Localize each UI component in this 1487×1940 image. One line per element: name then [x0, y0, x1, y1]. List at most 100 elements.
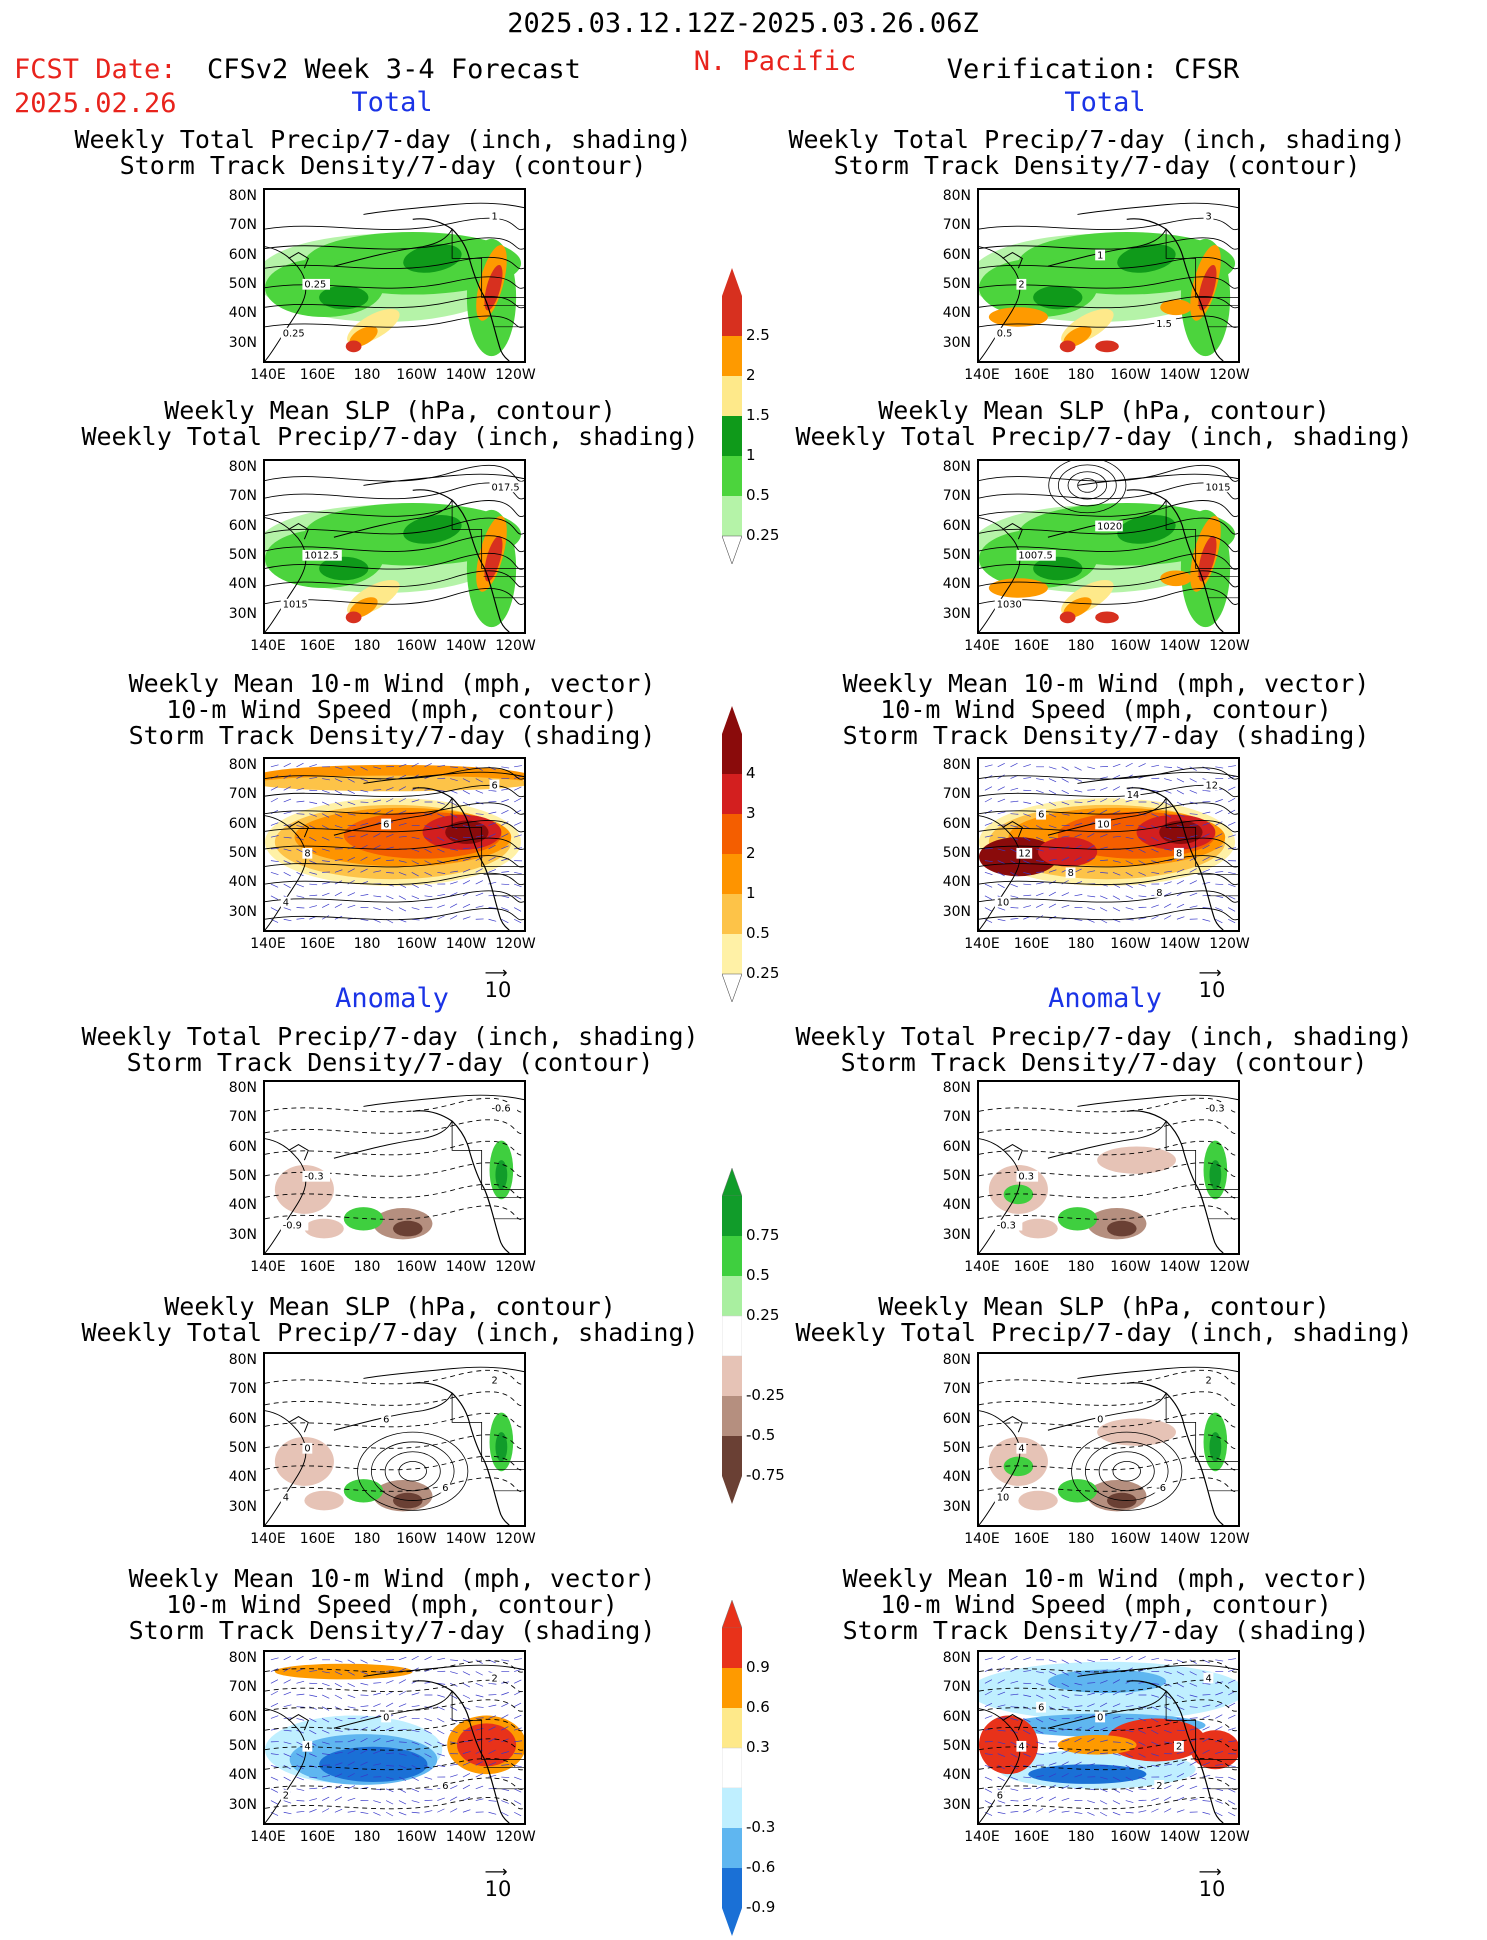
title-line-3: Storm Track Density/7-day (shading) — [129, 723, 656, 749]
lon-label: 180 — [1068, 1259, 1095, 1275]
title-line-2: 10-m Wind Speed (mph, contour) — [843, 697, 1370, 723]
title-line-2: 10-m Wind Speed (mph, contour) — [129, 1592, 656, 1618]
colorbar-storm-total — [722, 706, 742, 1006]
title-line-3: Storm Track Density/7-day (shading) — [129, 1618, 656, 1644]
lon-label: 120W — [495, 367, 536, 383]
contour-label: 2 — [492, 1375, 498, 1386]
title-line-3: Storm Track Density/7-day (shading) — [843, 723, 1370, 749]
lat-label: 50N — [931, 1738, 971, 1754]
lat-label: 60N — [931, 518, 971, 534]
lon-label: 140W — [446, 936, 487, 952]
contour-label: 1.5 — [1156, 319, 1172, 330]
panel-title-r1-right: Weekly Total Precip/7-day (inch, shading… — [788, 127, 1405, 179]
title-line-2: Storm Track Density/7-day (contour) — [74, 153, 691, 179]
colorbar-precip-anomaly — [722, 1168, 742, 1508]
contour-label: 6 — [442, 1781, 448, 1792]
lat-label: 50N — [217, 845, 257, 861]
lon-label: 120W — [1209, 1829, 1250, 1845]
lon-label: 120W — [1209, 936, 1250, 952]
title-line-2: 10-m Wind Speed (mph, contour) — [843, 1592, 1370, 1618]
contour-label: 4 — [304, 1742, 310, 1753]
contour-label: 10 — [997, 1493, 1010, 1504]
lon-label: 140W — [446, 638, 487, 654]
contour-label: 14 — [1127, 790, 1140, 801]
colorbar-label: -0.6 — [746, 1858, 775, 1876]
lon-label: 160W — [396, 1829, 437, 1845]
lon-label: 120W — [495, 638, 536, 654]
title-line-1: Weekly Mean SLP (hPa, contour) — [795, 1294, 1412, 1320]
title-line-2: Weekly Total Precip/7-day (inch, shading… — [81, 424, 698, 450]
colorbar-label: 2.5 — [746, 326, 770, 344]
lat-label: 80N — [217, 1650, 257, 1666]
contour-label: 8 — [1156, 888, 1162, 899]
map-plot: -0.9-0.6-0.3 — [265, 1082, 524, 1253]
lon-label: 120W — [495, 1829, 536, 1845]
lon-label: 120W — [495, 1259, 536, 1275]
vector-reference-value: 10 — [1199, 978, 1226, 1002]
lon-label: 160E — [1014, 1259, 1050, 1275]
lat-label: 50N — [217, 1738, 257, 1754]
panel-title-r4-right: Weekly Total Precip/7-day (inch, shading… — [795, 1024, 1412, 1076]
lon-label: 140E — [250, 936, 286, 952]
contour-label: -6 — [1156, 1483, 1166, 1494]
contour-label: 0.25 — [283, 329, 305, 340]
lon-label: 160W — [1110, 367, 1151, 383]
colorbar-label: 0.5 — [746, 924, 770, 942]
colorbar-storm-anomaly — [722, 1600, 742, 1940]
lat-label: 60N — [931, 1411, 971, 1427]
colorbar-label: -0.5 — [746, 1426, 775, 1444]
lon-label: 160E — [300, 638, 336, 654]
title-line-1: Weekly Total Precip/7-day (inch, shading… — [81, 1024, 698, 1050]
contour-label: 0 — [304, 1444, 310, 1455]
lon-label: 140W — [1160, 1531, 1201, 1547]
contour-label: -0.3 — [997, 1221, 1016, 1232]
contour-label: 8 — [304, 849, 310, 860]
contour-label: 1 — [1097, 250, 1103, 261]
lon-label: 140E — [964, 367, 1000, 383]
title-line-2: Storm Track Density/7-day (contour) — [795, 1050, 1412, 1076]
contour-label: 1007.5 — [1018, 551, 1052, 562]
contour-label: 1030 — [997, 600, 1022, 611]
lat-label: 30N — [931, 1499, 971, 1515]
lon-label: 160W — [1110, 1829, 1151, 1845]
lat-label: 40N — [931, 1767, 971, 1783]
lon-label: 160W — [396, 1259, 437, 1275]
model-title: CFSv2 Week 3-4 Forecast — [207, 54, 581, 85]
title-line-2: Weekly Total Precip/7-day (inch, shading… — [81, 1320, 698, 1346]
lat-label: 70N — [217, 1109, 257, 1125]
lat-label: 30N — [931, 904, 971, 920]
lon-label: 160W — [1110, 1259, 1151, 1275]
lat-label: 30N — [217, 1499, 257, 1515]
lat-label: 60N — [217, 1411, 257, 1427]
lon-label: 120W — [495, 1531, 536, 1547]
colorbar-label: 0.75 — [746, 1226, 779, 1244]
vector-reference-r6-right: ⟶ 10 — [1199, 1867, 1226, 1901]
lat-label: 60N — [217, 816, 257, 832]
forecast-period: 2025.03.12.12Z-2025.03.26.06Z — [507, 8, 978, 39]
contour-label: 6 — [492, 780, 498, 791]
colorbar-label: 4 — [746, 764, 756, 782]
lat-label: 70N — [931, 488, 971, 504]
panel-title-r3-left: Weekly Mean 10-m Wind (mph, vector) 10-m… — [129, 671, 656, 749]
contour-label: -0.3 — [304, 1172, 323, 1183]
contour-label: 6 — [442, 1483, 448, 1494]
lat-label: 60N — [217, 518, 257, 534]
lon-label: 140E — [250, 1531, 286, 1547]
lat-label: 80N — [217, 1352, 257, 1368]
lon-label: 160E — [300, 367, 336, 383]
colorbar-label: -0.3 — [746, 1818, 775, 1836]
lon-label: 140E — [964, 936, 1000, 952]
lat-label: 70N — [217, 1679, 257, 1695]
title-line-2: Weekly Total Precip/7-day (inch, shading… — [795, 424, 1412, 450]
contour-label: 6 — [1038, 810, 1044, 821]
panel-title-r5-left: Weekly Mean SLP (hPa, contour) Weekly To… — [81, 1294, 698, 1346]
section-total-right: Total — [1064, 87, 1145, 118]
